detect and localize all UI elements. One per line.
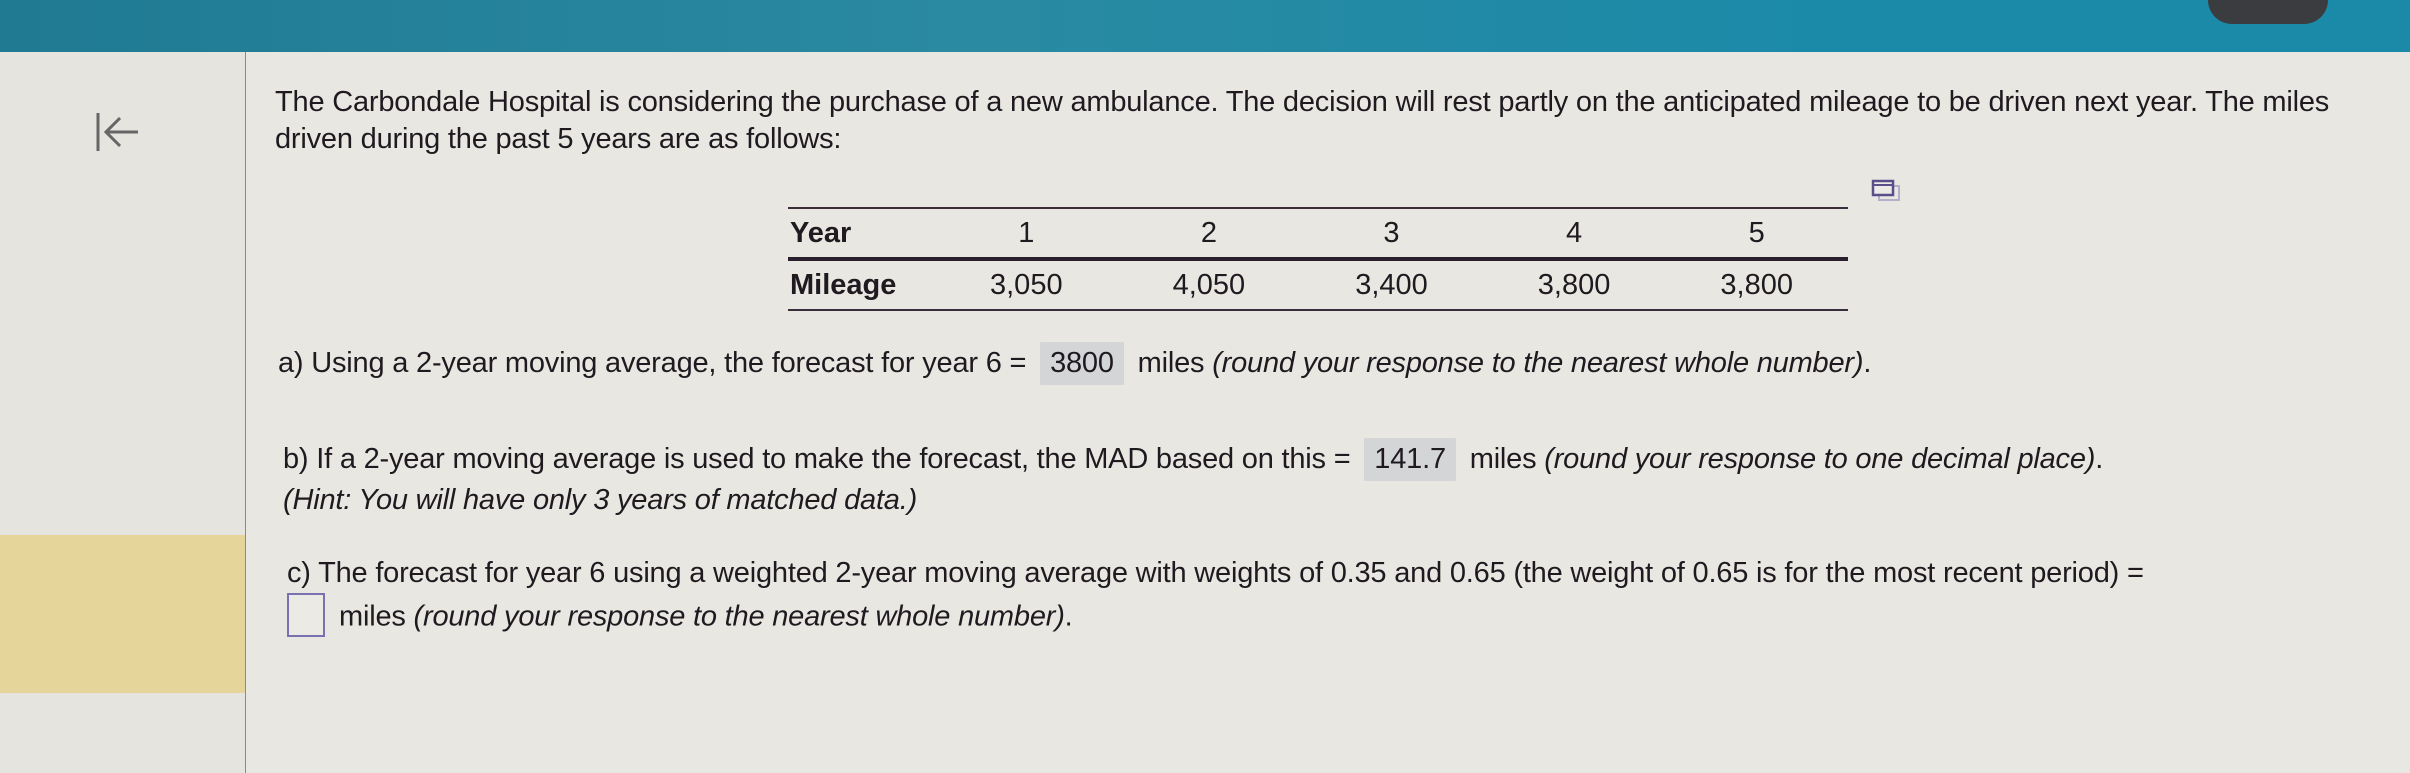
year-cell: 3 [1300,207,1483,261]
question-c-unit: miles [339,600,406,633]
rail-highlight-block [0,535,245,693]
mileage-cell: 3,400 [1300,259,1483,311]
table-row-mileage: Mileage 3,050 4,050 3,400 3,800 3,800 [788,259,1848,311]
period: . [1863,347,1872,379]
collapse-panel-button[interactable] [92,107,142,157]
question-b: b) If a 2-year moving average is used to… [283,438,2103,481]
copy-table-button[interactable] [1870,178,1902,204]
collapse-left-arrow-icon [96,113,138,151]
mileage-table: Year 1 2 3 4 5 Mileage 3,050 4,050 3,400… [788,207,1848,311]
copy-table-icon [1871,179,1900,201]
question-b-text: b) If a 2-year moving average is used to… [283,443,1351,475]
question-c-answer-line: miles (round your response to the neares… [287,593,1073,640]
period: . [1064,600,1073,633]
question-page: The Carbondale Hospital is considering t… [0,52,2410,773]
year-cell: 1 [935,207,1118,261]
period: . [2095,443,2104,475]
question-b-instruction: (round your response to one decimal plac… [1544,443,2096,475]
question-b-answer-field[interactable]: 141.7 [1364,438,1456,481]
question-a-unit: miles [1137,347,1205,379]
question-c-instruction: (round your response to the nearest whol… [413,600,1065,633]
row-header-mileage: Mileage [788,259,935,311]
row-header-year: Year [788,207,935,261]
question-a-instruction: (round your response to the nearest whol… [1212,347,1864,379]
question-c-answer-field[interactable] [287,593,325,637]
mileage-cell: 4,050 [1117,259,1301,311]
problem-statement: The Carbondale Hospital is considering t… [275,86,2330,155]
question-a-answer-field[interactable]: 3800 [1040,342,1124,385]
year-cell: 4 [1482,207,1666,261]
question-c: c) The forecast for year 6 using a weigh… [287,555,2144,592]
mileage-cell: 3,050 [935,259,1118,311]
mileage-cell: 3,800 [1665,259,1848,311]
year-cell: 5 [1665,207,1848,261]
question-b-hint: (Hint: You will have only 3 years of mat… [283,482,917,519]
browser-top-bar [0,0,2410,52]
question-b-unit: miles [1469,443,1537,475]
year-cell: 2 [1117,207,1301,261]
question-b-hint-text: (Hint: You will have only 3 years of mat… [283,484,918,516]
question-a-text: a) Using a 2-year moving average, the fo… [278,347,1027,379]
question-c-text: c) The forecast for year 6 using a weigh… [287,557,2144,589]
camera-notch [2208,0,2328,24]
question-a: a) Using a 2-year moving average, the fo… [278,342,1871,385]
mileage-cell: 3,800 [1482,259,1666,311]
table-row-year: Year 1 2 3 4 5 [788,207,1848,261]
left-navigation-rail [0,52,246,773]
